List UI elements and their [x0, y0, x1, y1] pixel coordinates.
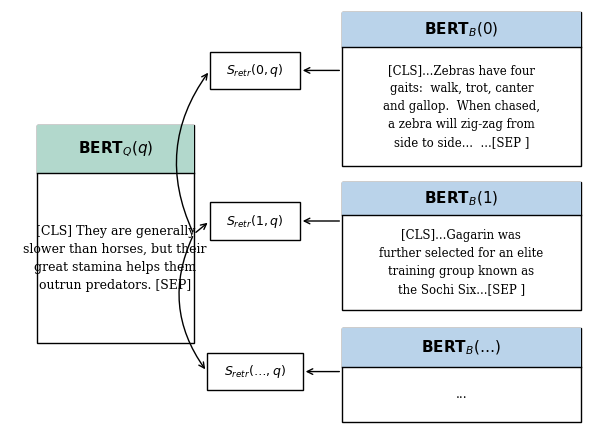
Bar: [36, 125, 194, 173]
Bar: [342, 328, 581, 367]
Text: [CLS]...Gagarin was
further selected for an elite
training group known as
the So: [CLS]...Gagarin was further selected for…: [379, 229, 544, 296]
Text: $\mathbf{BERT}_{Q}(q)$: $\mathbf{BERT}_{Q}(q)$: [78, 139, 153, 159]
Bar: [342, 182, 581, 215]
Text: $\mathbf{BERT}_{B}(\ldots)$: $\mathbf{BERT}_{B}(\ldots)$: [422, 339, 501, 357]
Text: $S_{retr}(\ldots, q)$: $S_{retr}(\ldots, q)$: [224, 363, 286, 380]
Bar: [342, 11, 581, 167]
Text: [CLS] They are generally
slower than horses, but their
great stamina helps them
: [CLS] They are generally slower than hor…: [23, 225, 207, 292]
Text: $\mathbf{BERT}_{B}(1)$: $\mathbf{BERT}_{B}(1)$: [424, 189, 499, 208]
Text: $S_{retr}(1, q)$: $S_{retr}(1, q)$: [226, 213, 283, 229]
Bar: [36, 125, 194, 343]
Bar: [342, 11, 581, 47]
Text: [CLS]...Zebras have four
gaits:  walk, trot, canter
and gallop.  When chased,
a : [CLS]...Zebras have four gaits: walk, tr…: [383, 64, 540, 149]
Bar: [210, 202, 300, 240]
Bar: [207, 353, 303, 390]
Bar: [210, 52, 300, 89]
Text: ...: ...: [456, 388, 467, 401]
Bar: [342, 328, 581, 422]
Bar: [342, 182, 581, 310]
Text: $\mathbf{BERT}_{B}(0)$: $\mathbf{BERT}_{B}(0)$: [424, 20, 499, 38]
Text: $S_{retr}(0, q)$: $S_{retr}(0, q)$: [226, 62, 283, 79]
